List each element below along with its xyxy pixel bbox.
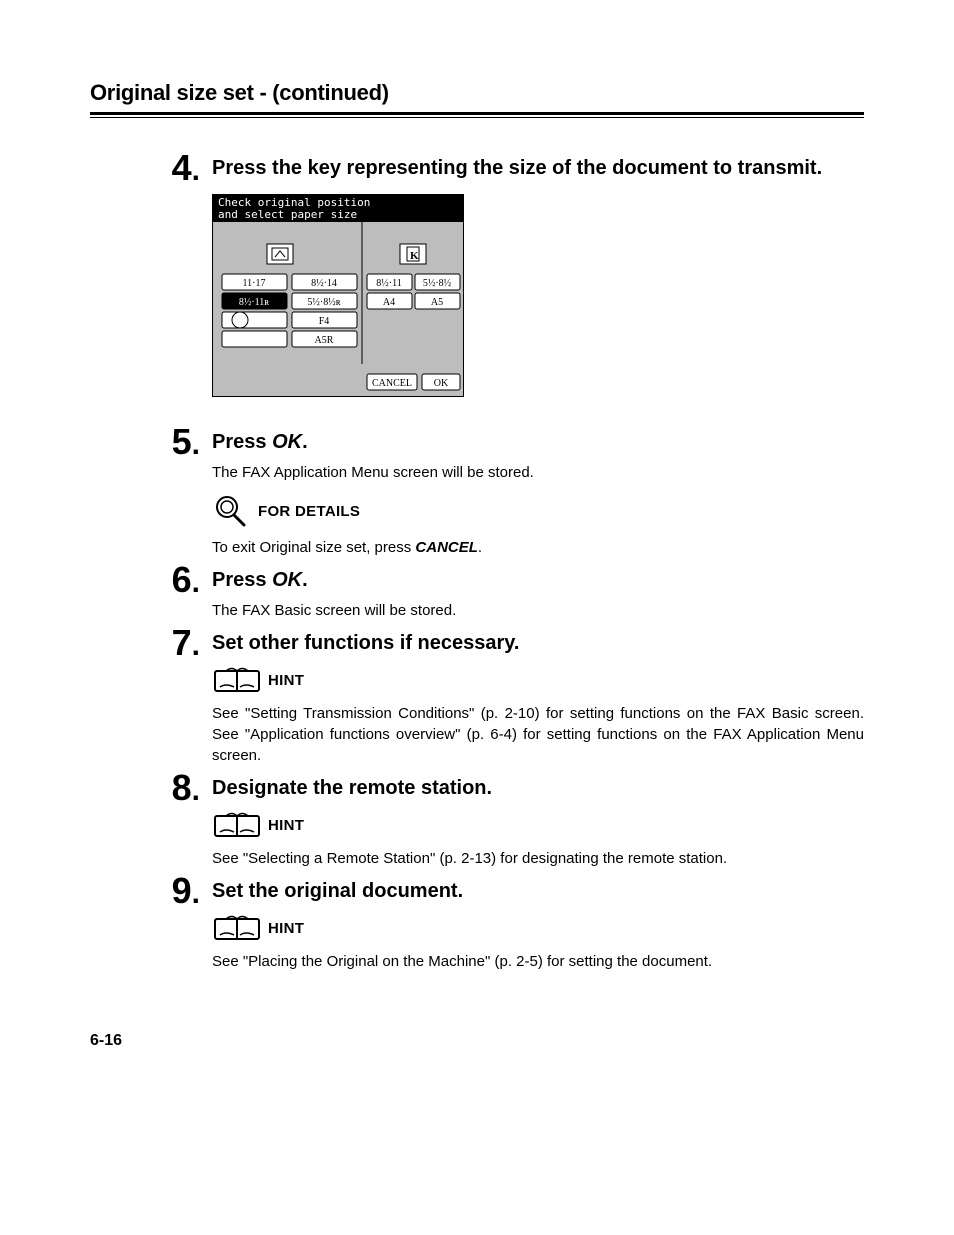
book-icon [212, 913, 262, 943]
page-number: 6-16 [90, 1032, 864, 1050]
step-heading: Press the key representing the size of t… [212, 156, 864, 180]
svg-text:8½·11ʀ: 8½·11ʀ [239, 297, 269, 308]
step-6: 6. Press OK. The FAX Basic screen will b… [90, 562, 864, 621]
screen-illustration: Check original position and select paper… [212, 194, 864, 402]
step-number: 6. [140, 562, 200, 598]
callout-label: HINT [268, 817, 304, 834]
hint-callout: HINT [212, 810, 864, 840]
svg-text:A5R: A5R [315, 335, 334, 346]
step-number: 8. [140, 770, 200, 806]
svg-text:A5: A5 [431, 297, 443, 308]
svg-text:A4: A4 [383, 297, 395, 308]
body-text: The FAX Application Menu screen will be … [212, 462, 864, 483]
svg-text:CANCEL: CANCEL [372, 378, 412, 389]
magnifier-icon [212, 493, 252, 529]
body-text: See "Selecting a Remote Station" (p. 2-1… [212, 848, 864, 869]
svg-text:5½·8½: 5½·8½ [423, 278, 452, 289]
hint-callout: HINT [212, 665, 864, 695]
svg-text:8½·11: 8½·11 [376, 278, 401, 289]
book-icon [212, 810, 262, 840]
step-number: 5. [140, 424, 200, 460]
step-heading: Press OK. [212, 430, 864, 454]
svg-text:K: K [410, 250, 419, 262]
body-text: See "Setting Transmission Conditions" (p… [212, 703, 864, 766]
svg-text:OK: OK [434, 378, 449, 389]
book-icon [212, 665, 262, 695]
step-heading: Designate the remote station. [212, 776, 864, 800]
callout-label: HINT [268, 920, 304, 937]
svg-text:and select paper size: and select paper size [218, 208, 357, 221]
callout-label: FOR DETAILS [258, 503, 360, 520]
svg-text:5½·8½ʀ: 5½·8½ʀ [307, 297, 340, 308]
section-title: Original size set - (continued) [90, 80, 864, 106]
body-text: The FAX Basic screen will be stored. [212, 600, 864, 621]
callout-label: HINT [268, 672, 304, 689]
step-7: 7. Set other functions if necessary. HIN… [90, 625, 864, 766]
section-rule [90, 112, 864, 118]
for-details-callout: FOR DETAILS [212, 493, 864, 529]
step-number: 7. [140, 625, 200, 661]
svg-text:8½·14: 8½·14 [311, 278, 337, 289]
hint-callout: HINT [212, 913, 864, 943]
step-4: 4. Press the key representing the size o… [90, 150, 864, 420]
body-text: To exit Original size set, press CANCEL. [212, 537, 864, 558]
body-text: See "Placing the Original on the Machine… [212, 951, 864, 972]
step-9: 9. Set the original document. HINT See "… [90, 873, 864, 972]
step-5: 5. Press OK. The FAX Application Menu sc… [90, 424, 864, 558]
step-8: 8. Designate the remote station. HINT Se… [90, 770, 864, 869]
step-heading: Press OK. [212, 568, 864, 592]
svg-text:F4: F4 [319, 316, 330, 327]
step-heading: Set other functions if necessary. [212, 631, 864, 655]
step-number: 9. [140, 873, 200, 909]
step-number: 4. [140, 150, 200, 186]
svg-text:11·17: 11·17 [243, 278, 266, 289]
step-heading: Set the original document. [212, 879, 864, 903]
